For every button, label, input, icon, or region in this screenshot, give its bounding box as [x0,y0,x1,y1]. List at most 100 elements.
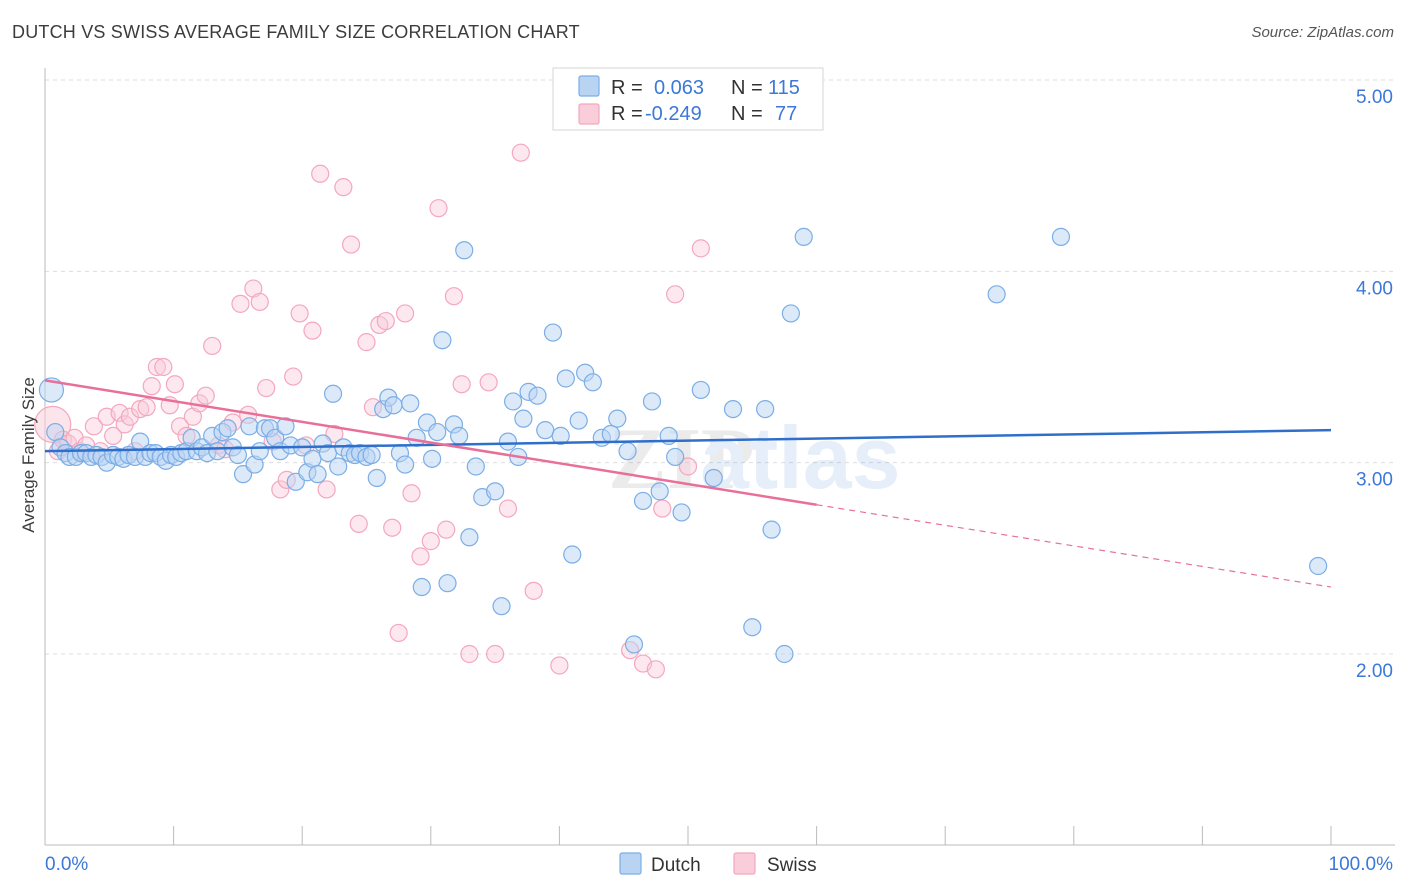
dutch-point [642,392,662,411]
dutch-point [775,644,794,664]
legend: Dutch Swiss [619,852,817,876]
swiss-point [231,294,250,313]
swiss-point [303,321,322,340]
stats-r-value-dutch: 0.063 [654,77,704,99]
dutch-point [583,373,602,392]
dutch-point [624,635,644,654]
dutch-point [407,428,426,447]
dutch-point [455,241,474,260]
dutch-point [504,392,523,411]
dutch-point [250,442,269,461]
stats-n-value-swiss: 77 [775,103,797,125]
swiss-point [154,357,173,377]
swiss-point [84,417,103,436]
dutch-point [438,574,457,593]
swiss-point [165,375,184,394]
trend-lines [44,379,1332,588]
dutch-point [514,409,533,428]
swiss-point [411,547,430,566]
dutch-point [367,468,386,488]
dutch-point [633,491,653,511]
dutch-point [486,482,505,501]
swiss-point [250,292,269,312]
swiss-point [395,304,415,323]
swiss-point [142,377,161,396]
y-tick-label-3: 5.00 [1356,87,1393,108]
dutch-point [384,396,403,415]
dutch-point [781,304,800,323]
chart-title: DUTCH VS SWISS AVERAGE FAMILY SIZE CORRE… [12,22,580,42]
swiss-point [170,417,190,436]
dutch-point [608,409,627,428]
swiss-point [334,178,353,197]
swiss-point [196,386,215,405]
dutch-point [672,503,691,522]
dutch-point [618,442,637,461]
dutch-point [704,468,723,488]
swiss-point [284,367,303,386]
stats-n-label-swiss: N = [731,103,763,125]
stats-r-label-swiss: R = [611,103,643,125]
dutch-point [38,377,65,403]
chart-source: Source: ZipAtlas.com [1251,24,1394,41]
dutch-point [498,432,518,451]
dutch-point [46,422,65,442]
swiss-point [147,357,166,377]
dutch-point [743,618,762,637]
swiss-point [444,287,464,306]
swiss-point [402,484,421,503]
swiss-point [486,644,505,664]
swiss-point [271,480,290,499]
dutch-point [422,449,442,468]
y-tick-label-1: 3.00 [1356,470,1393,491]
dutch-point [240,417,259,436]
dutch-point [492,597,511,616]
swiss-point [257,378,276,398]
swiss-point [437,520,456,539]
dutch-point [756,399,775,419]
dutch-point [395,455,415,474]
dutch-point [466,457,485,476]
dutch-point [433,331,452,350]
swiss-point [653,499,672,518]
swiss-point [524,581,543,600]
y-tick-labels: 2.00 3.00 4.00 5.00 [1356,87,1393,682]
dutch-point [762,520,781,539]
dutch-point [987,285,1006,304]
stats-r-label-dutch: R = [611,77,643,99]
swiss-point [349,514,368,533]
dutch-point [329,457,348,476]
swiss-point [120,407,139,426]
dutch-point [1051,227,1071,246]
dutch-point [1309,556,1328,576]
dutch-trend-line [44,428,1332,453]
dutch-point [276,417,295,436]
swiss-point [341,235,361,254]
dutch-point [666,447,685,467]
dutch-point [362,445,381,465]
swiss-point [137,398,156,417]
dutch-point [208,442,227,461]
swiss-point [110,403,129,423]
swiss-point [104,426,123,445]
dutch-point [528,386,547,405]
swiss-point [421,532,440,551]
dutch-point [303,449,322,468]
x-tick-label-max: 100.0% [1329,854,1394,875]
swiss-point [498,499,518,518]
dutch-point [556,369,575,388]
dutch-point [563,545,582,564]
y-tick-label-0: 2.00 [1356,661,1393,682]
swiss-point [383,518,402,537]
swiss-point [666,285,685,304]
x-tick-labels: 0.0% 100.0% [45,854,1393,875]
axes [44,68,1395,846]
dutch-point [228,445,247,465]
dutch-point [543,323,563,342]
swiss-point [376,311,395,331]
dutch-point [218,419,237,438]
legend-label-swiss: Swiss [767,855,817,876]
swiss-trend-extension [816,504,1332,588]
swiss-point [678,457,698,476]
